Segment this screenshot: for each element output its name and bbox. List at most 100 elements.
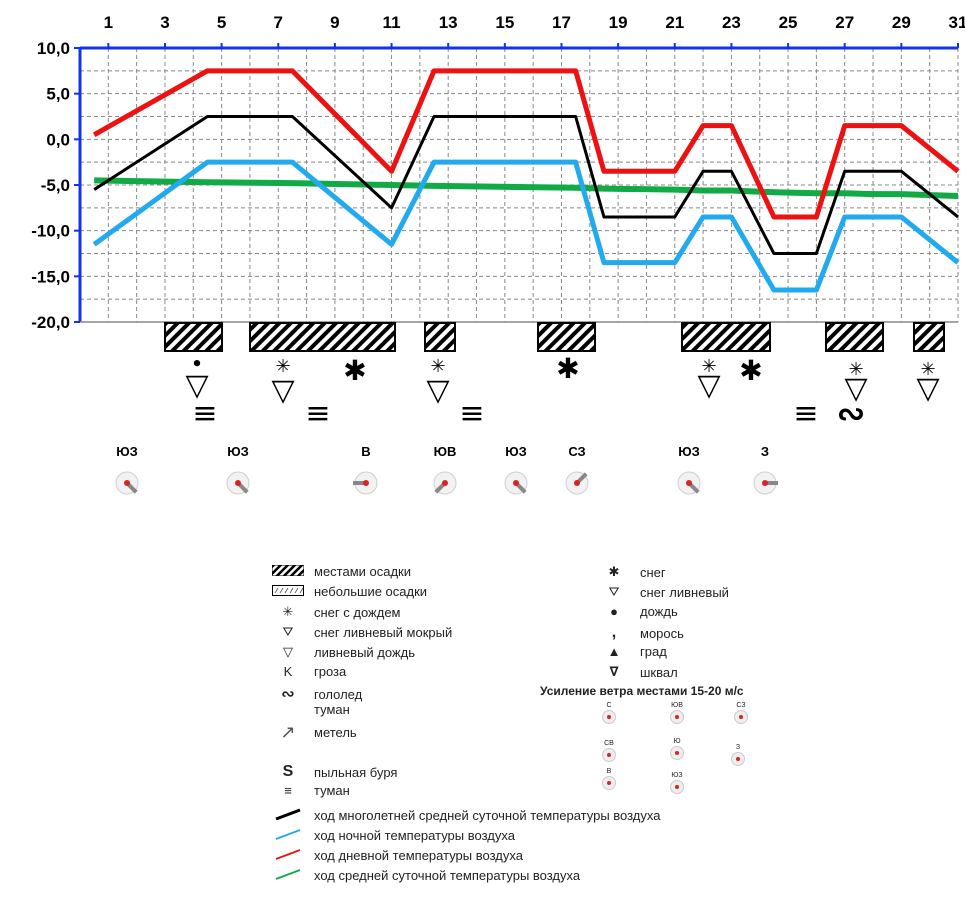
legend-label: снег	[640, 564, 666, 580]
legend-item-rain-shower: ▽ ливневый дождь	[270, 644, 415, 660]
compass-icon	[734, 710, 748, 724]
rain-shower-icon: ▽	[283, 644, 293, 659]
wind-direction-label: ЮЗ	[116, 444, 138, 459]
legend-label: ход дневной температуры воздуха	[314, 848, 523, 863]
wind-direction-label: В	[361, 444, 370, 459]
hail-icon: ▲	[607, 644, 621, 659]
legend-line-longterm: ход многолетней средней суточной темпера…	[270, 808, 660, 823]
x-tick-label: 3	[160, 13, 169, 32]
legend-item-snow-rain: ✳ снег с дождем	[270, 604, 401, 620]
wind-mini-w: З	[727, 744, 749, 766]
snow-icon: ✱	[739, 354, 762, 387]
legend-label: дождь	[640, 604, 678, 619]
squall-icon: ∇	[609, 664, 619, 679]
legend-item-light-precip: небольшие осадки	[270, 584, 427, 599]
snow-rain-icon: ✳	[275, 356, 290, 377]
wind-mini-s: Ю	[666, 738, 688, 760]
day-temperature-line	[92, 68, 960, 220]
snow-icon: ✱	[608, 564, 620, 579]
wind-direction-label: З	[761, 444, 769, 459]
precip-hatch-box	[537, 322, 596, 352]
snow-icon: ✱	[343, 354, 366, 387]
snow-rain-icon: ✳	[282, 604, 294, 619]
x-tick-label: 9	[330, 13, 339, 32]
legend-item-drizzle: , морось	[596, 624, 684, 642]
compass-icon	[602, 748, 616, 762]
y-tick-label: -5,0	[41, 176, 70, 195]
precip-hatch-box	[913, 322, 945, 352]
legend-label: гололед	[314, 686, 363, 702]
green-line-icon	[270, 868, 306, 883]
legend-label: град	[640, 644, 667, 659]
legend-label: ход средней суточной температуры воздуха	[314, 868, 581, 883]
light-hatch-icon	[270, 584, 306, 599]
legend-item-wet-snow-shower: ⛛ снег ливневый мокрый	[270, 624, 453, 640]
red-line-icon	[270, 848, 306, 863]
night-temperature-line	[92, 159, 960, 293]
legend-label: снег ливневый мокрый	[314, 624, 453, 640]
wind-direction-label: ЮВ	[434, 444, 457, 459]
blizzard-icon: ↗	[280, 722, 296, 742]
wind-center-dot	[574, 480, 580, 486]
y-tick-label: 0,0	[46, 130, 70, 149]
legend-label: шквал	[640, 664, 678, 680]
legend-label: снег ливневый	[640, 584, 729, 600]
y-tick-label: 5,0	[46, 85, 70, 104]
x-tick-label: 7	[274, 13, 283, 32]
y-tick-label: -15,0	[31, 267, 70, 286]
x-tick-label: 27	[835, 13, 854, 32]
x-tick-label: 25	[779, 13, 798, 32]
legend-item-fog-1: туман	[270, 702, 350, 717]
legend-item-precip-local: местами осадки	[270, 564, 411, 579]
snow-rain-icon: ✳	[848, 359, 863, 380]
compass-icon	[602, 776, 616, 790]
legend-item-blizzard: ↗ метель	[270, 722, 356, 743]
y-tick-label: -10,0	[31, 222, 70, 241]
legend-label: ливневый дождь	[314, 644, 416, 660]
y-tick-label: 10,0	[37, 39, 70, 58]
shower-triangle-icon: ▽	[916, 371, 939, 406]
legend-item-dust-storm: S пыльная буря	[270, 763, 398, 781]
compass-icon	[670, 780, 684, 794]
legend-item-thunderstorm: K гроза	[270, 664, 347, 679]
ice-icon: ∾	[281, 686, 295, 703]
fog-icon: ≡	[192, 396, 217, 431]
precip-hatch-box	[249, 322, 396, 352]
legend-label: местами осадки	[314, 564, 412, 579]
compass-icon	[731, 752, 745, 766]
legend-line-mean: ход средней суточной температуры воздуха	[270, 868, 580, 883]
legend-item-fog-2: ≡ туман	[270, 783, 350, 798]
x-tick-label: 23	[722, 13, 741, 32]
snow-rain-icon: ✳	[920, 359, 935, 380]
x-tick-label: 13	[439, 13, 458, 32]
longterm-mean-line	[93, 115, 959, 255]
drizzle-icon: ,	[611, 624, 617, 641]
legend-item-snow-shower: ⛛ снег ливневый	[596, 584, 729, 600]
blue-line-icon	[270, 828, 306, 843]
x-tick-label: 19	[609, 13, 628, 32]
precip-hatch-box	[681, 322, 771, 352]
wind-center-dot	[124, 480, 130, 486]
wet-snow-shower-icon: ⛛	[282, 624, 294, 639]
precip-hatch-box	[825, 322, 884, 352]
compass-icon	[670, 746, 684, 760]
wind-center-dot	[513, 480, 519, 486]
wind-direction-label: ЮЗ	[678, 444, 700, 459]
wind-center-dot	[442, 480, 448, 486]
legend-item-hail: ▲ град	[596, 644, 667, 659]
precip-hatch-box	[164, 322, 223, 352]
wind-direction-label: ЮЗ	[227, 444, 249, 459]
wind-center-dot	[235, 480, 241, 486]
legend-item-ice: ∾ гололед	[270, 684, 362, 704]
x-tick-label: 31	[949, 13, 965, 32]
x-tick-label: 15	[495, 13, 514, 32]
legend-item-rain: ● дождь	[596, 604, 678, 619]
wind-mini-nw: СЗ	[730, 702, 752, 724]
legend-label: небольшие осадки	[314, 584, 428, 599]
wind-title: Усиление ветра местами 15-20 м/с	[540, 684, 744, 698]
shower-triangle-icon: ▽	[697, 368, 720, 403]
legend-line-day: ход дневной температуры воздуха	[270, 848, 523, 863]
snow-rain-icon: ✳	[701, 356, 716, 377]
wind-direction-label: СЗ	[568, 444, 585, 459]
